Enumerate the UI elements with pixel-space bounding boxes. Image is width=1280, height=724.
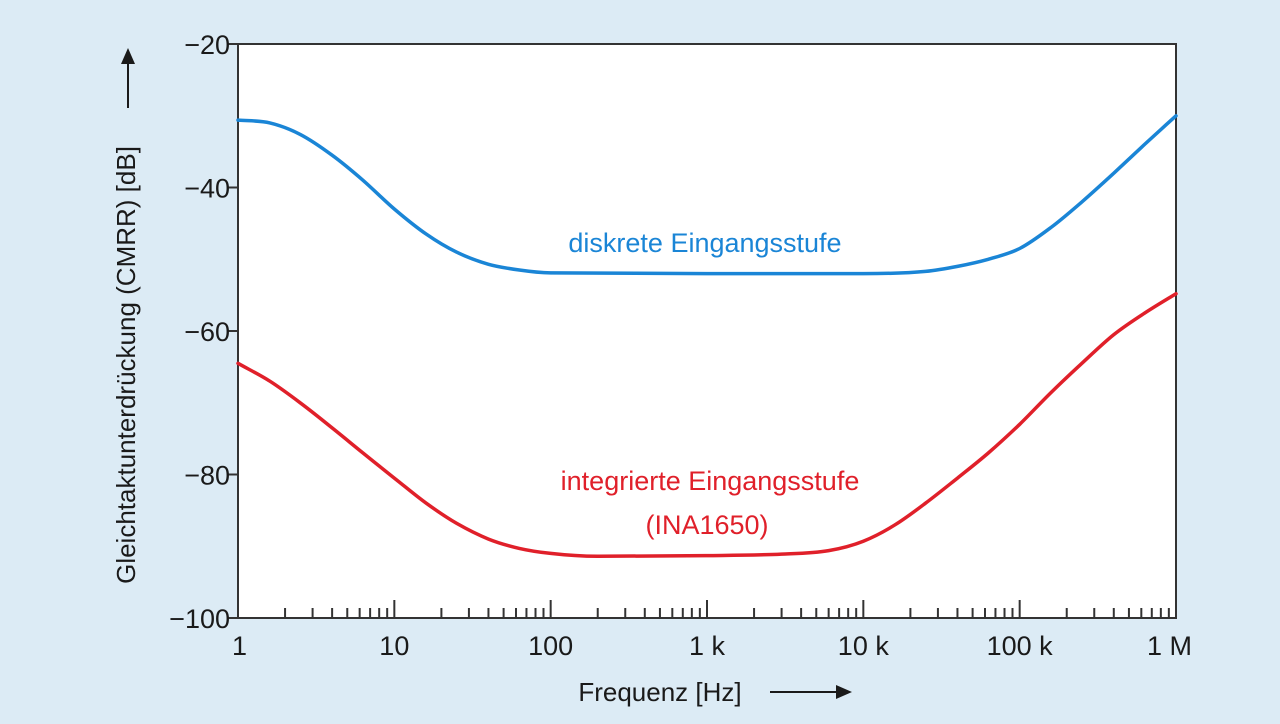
series-label-integrated: integrierte Eingangsstufe (561, 466, 860, 496)
series-line-0 (236, 114, 1178, 276)
x-tick-label: 1 (232, 631, 247, 661)
series-line-1 (236, 291, 1178, 559)
x-minor-ticks (284, 608, 1170, 618)
x-tick-label: 10 k (838, 631, 890, 661)
y-tick-label: −20 (184, 30, 230, 60)
y-tick-label: −60 (184, 317, 230, 347)
x-axis-arrow (770, 685, 852, 699)
y-tick-labels: −20 −40 −60 −80 −100 (169, 30, 230, 634)
series-label-discrete: diskrete Eingangsstufe (568, 228, 841, 258)
x-tick-label: 100 (528, 631, 573, 661)
x-tick-label: 100 k (987, 631, 1054, 661)
y-tick-label: −40 (184, 174, 230, 204)
x-tick-label: 10 (379, 631, 409, 661)
x-tick-label: 1 M (1147, 631, 1192, 661)
y-tick-label: −80 (184, 461, 230, 491)
y-ticks (228, 43, 238, 619)
x-major-ticks (237, 600, 1177, 618)
series-label-integrated-part: (INA1650) (645, 510, 768, 540)
y-axis-title: Gleichtaktunterdrückung (CMRR) [dB] (111, 146, 141, 584)
y-tick-label: −100 (169, 604, 230, 634)
x-axis-title: Frequenz [Hz] (578, 677, 741, 707)
x-tick-labels: 1 10 100 1 k 10 k 100 k 1 M (232, 631, 1192, 661)
x-tick-label: 1 k (689, 631, 726, 661)
plot-area (237, 43, 1177, 619)
y-axis-arrow (121, 48, 135, 108)
series-lines (236, 114, 1178, 559)
